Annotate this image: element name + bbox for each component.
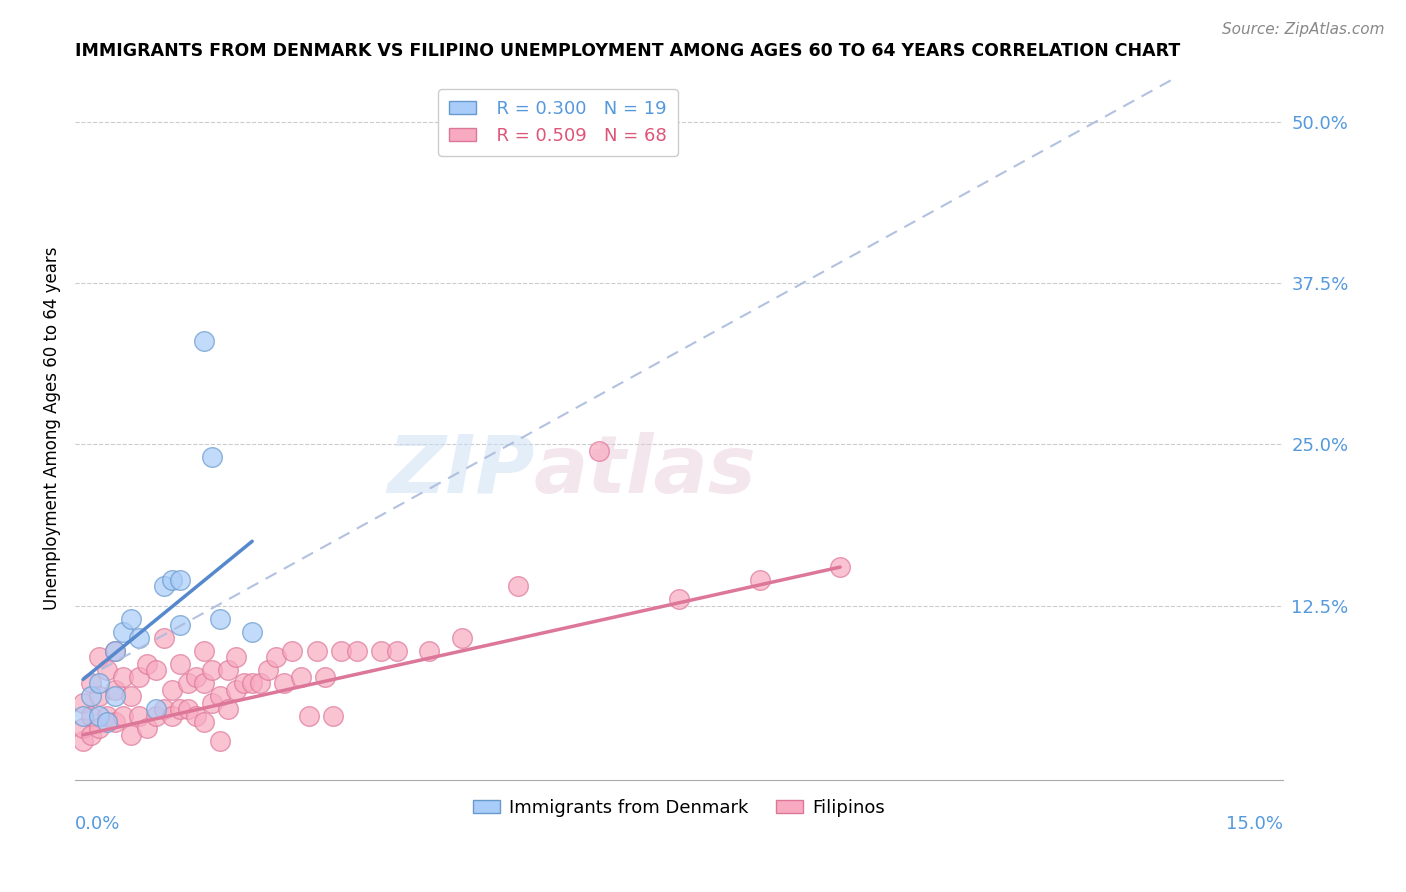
Point [201,664,224,678]
Point [128,631,150,645]
Point [225,650,247,665]
Point [418,644,440,658]
Point [80,728,103,742]
Point [830,560,852,574]
Point [177,676,200,690]
Point [104,714,127,729]
Text: Source: ZipAtlas.com: Source: ZipAtlas.com [1222,22,1385,37]
Point [112,670,135,684]
Point [297,708,319,723]
Point [96,664,118,678]
Point [346,644,368,658]
Point [322,708,344,723]
Point [177,702,200,716]
Point [169,618,191,632]
Point [506,579,529,593]
Point [128,708,150,723]
Point [104,644,127,658]
Text: atlas: atlas [534,432,756,509]
Point [208,689,231,703]
Point [201,696,224,710]
Point [668,592,690,607]
Point [240,676,263,690]
Point [89,676,111,690]
Point [128,670,150,684]
Point [152,579,174,593]
Point [80,676,103,690]
Point [89,689,111,703]
Point [152,702,174,716]
Point [169,702,191,716]
Point [72,708,94,723]
Point [169,657,191,671]
Point [112,708,135,723]
Point [184,708,207,723]
Point [120,689,142,703]
Text: IMMIGRANTS FROM DENMARK VS FILIPINO UNEMPLOYMENT AMONG AGES 60 TO 64 YEARS CORRE: IMMIGRANTS FROM DENMARK VS FILIPINO UNEM… [75,42,1180,60]
Text: 15.0%: 15.0% [1226,815,1284,833]
Point [266,650,288,665]
Point [273,676,295,690]
Y-axis label: Unemployment Among Ages 60 to 64 years: Unemployment Among Ages 60 to 64 years [44,246,60,610]
Point [104,689,127,703]
Point [588,444,610,458]
Point [281,644,304,658]
Point [370,644,392,658]
Point [305,644,328,658]
Point [208,734,231,748]
Point [72,696,94,710]
Legend: Immigrants from Denmark, Filipinos: Immigrants from Denmark, Filipinos [467,791,891,824]
Point [89,650,111,665]
Point [450,631,472,645]
Text: 0.0%: 0.0% [75,815,121,833]
Point [290,670,312,684]
Point [193,676,215,690]
Point [145,664,167,678]
Point [160,682,183,697]
Point [385,644,408,658]
Point [160,573,183,587]
Point [136,722,159,736]
Point [89,722,111,736]
Point [217,702,239,716]
Point [193,334,215,349]
Point [240,624,263,639]
Point [169,573,191,587]
Point [80,708,103,723]
Point [80,689,103,703]
Point [104,644,127,658]
Point [193,714,215,729]
Point [201,450,224,465]
Point [748,573,770,587]
Point [72,722,94,736]
Point [112,624,135,639]
Point [249,676,271,690]
Point [96,714,118,729]
Point [217,664,239,678]
Text: ZIP: ZIP [387,432,534,509]
Point [72,734,94,748]
Point [233,676,256,690]
Point [160,708,183,723]
Point [257,664,280,678]
Point [120,612,142,626]
Point [120,728,142,742]
Point [96,708,118,723]
Point [136,657,159,671]
Point [329,644,352,658]
Point [184,670,207,684]
Point [193,644,215,658]
Point [104,682,127,697]
Point [208,612,231,626]
Point [145,708,167,723]
Point [145,702,167,716]
Point [225,682,247,697]
Point [89,708,111,723]
Point [152,631,174,645]
Point [314,670,336,684]
